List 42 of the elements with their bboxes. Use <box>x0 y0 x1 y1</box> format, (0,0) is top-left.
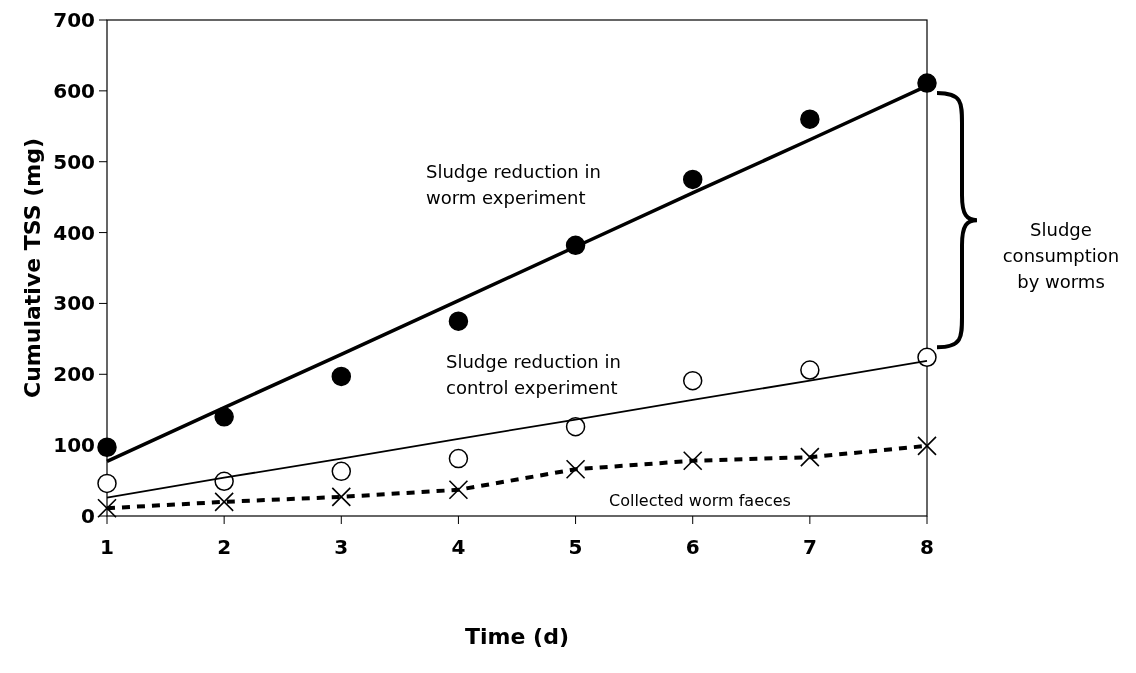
x-tick-label: 1 <box>100 535 114 559</box>
point <box>565 459 586 480</box>
point <box>97 498 117 519</box>
point <box>448 448 469 469</box>
annotation: Sludge reduction in worm experiment <box>426 161 601 209</box>
point <box>331 487 352 507</box>
y-tick-label: 700 <box>53 8 95 32</box>
y-tick-label: 600 <box>53 78 95 103</box>
text: Sludge consumption by worms <box>1002 219 1120 293</box>
point <box>448 479 469 500</box>
point <box>682 450 703 471</box>
y-axis-title: Cumulative TSS (mg) <box>20 138 45 398</box>
point <box>800 109 820 129</box>
annotation: Sludge reduction in control experiment <box>446 351 621 399</box>
y-tick-label: 200 <box>53 362 95 387</box>
y-tick-label: 100 <box>53 433 95 458</box>
point <box>800 360 820 380</box>
y-tick-label: 300 <box>53 291 95 316</box>
point <box>97 473 117 494</box>
y-tick-label: 400 <box>53 220 95 245</box>
y-tick-label: 0 <box>81 504 95 528</box>
point <box>917 436 937 456</box>
point <box>214 492 234 512</box>
point <box>331 461 352 482</box>
x-tick-label: 2 <box>217 535 232 559</box>
x-tick-label: 3 <box>334 535 349 559</box>
point <box>682 169 703 190</box>
point <box>800 447 820 467</box>
x-tick-label: 5 <box>568 535 583 559</box>
point <box>331 366 352 387</box>
point <box>97 437 117 458</box>
point <box>917 347 937 368</box>
x-tick-label: 8 <box>920 535 934 559</box>
point <box>565 416 586 437</box>
y-tick-label: 500 <box>53 149 95 174</box>
x-tick-label: 6 <box>685 535 700 559</box>
x-axis-title: Time (d) <box>465 624 569 649</box>
point <box>682 370 703 391</box>
x-tick-label: 7 <box>802 535 817 559</box>
point <box>448 311 469 331</box>
x-tick-label: 4 <box>451 535 466 559</box>
annotation: Collected worm faeces <box>609 491 791 510</box>
